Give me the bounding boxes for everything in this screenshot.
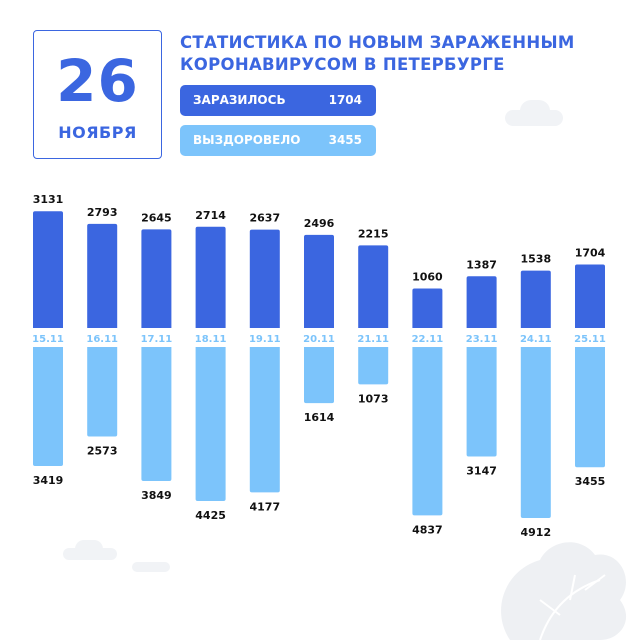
bar-infected xyxy=(575,264,605,328)
data-label-recovered: 3849 xyxy=(141,489,172,502)
legend-infected: ЗАРАЗИЛОСЬ 1704 xyxy=(180,85,376,116)
date-label: 24.11 xyxy=(520,334,552,345)
date-label: 20.11 xyxy=(303,334,335,345)
bar-recovered xyxy=(358,347,389,385)
bar-recovered xyxy=(87,347,118,437)
data-label-recovered: 3147 xyxy=(466,465,497,478)
bar-infected xyxy=(466,276,497,328)
data-label-infected: 1704 xyxy=(575,246,606,259)
bar-recovered xyxy=(195,347,226,501)
data-label-infected: 2637 xyxy=(249,212,280,225)
legend-infected-value: 1704 xyxy=(328,93,362,107)
data-label-infected: 1060 xyxy=(412,270,443,283)
data-label-recovered: 4177 xyxy=(249,500,280,513)
bar-recovered xyxy=(33,347,63,466)
data-label-infected: 3131 xyxy=(33,193,64,206)
data-label-infected: 1538 xyxy=(520,253,551,266)
date-label: 17.11 xyxy=(141,334,173,345)
data-label-infected: 2215 xyxy=(358,227,389,240)
data-label-recovered: 3419 xyxy=(33,474,64,487)
bar-recovered xyxy=(520,347,551,518)
bar-recovered xyxy=(412,347,443,516)
date-label: 15.11 xyxy=(32,334,64,345)
date-label: 18.11 xyxy=(195,334,227,345)
date-label: 16.11 xyxy=(86,334,118,345)
data-label-recovered: 2573 xyxy=(87,445,118,458)
legend-recovered: ВЫЗДОРОВЕЛО 3455 xyxy=(180,125,376,156)
data-label-infected: 2714 xyxy=(195,209,226,222)
bar-infected xyxy=(520,270,551,328)
bar-infected xyxy=(304,234,334,328)
bar-infected xyxy=(141,229,172,328)
bar-recovered xyxy=(466,347,497,457)
bar-infected xyxy=(33,211,63,328)
data-label-recovered: 4912 xyxy=(520,526,551,539)
bar-chart: 3131 15.11 3419 2793 16.11 2573 2645 17.11 3849 2… xyxy=(32,193,606,539)
cloud-decoration xyxy=(132,562,170,572)
bar-recovered xyxy=(249,347,280,493)
date-label: 22.11 xyxy=(412,334,444,345)
bar-recovered xyxy=(141,347,172,481)
bar-infected xyxy=(249,229,280,328)
legend-recovered-value: 3455 xyxy=(328,133,362,147)
data-label-recovered: 1073 xyxy=(358,392,389,405)
date-card: 26 НОЯБРЯ xyxy=(33,30,162,159)
bar-infected xyxy=(358,245,389,328)
data-label-recovered: 4837 xyxy=(412,523,443,536)
data-label-recovered: 1614 xyxy=(304,411,335,424)
bar-recovered xyxy=(304,347,334,404)
bar-recovered xyxy=(575,347,605,468)
bar-infected xyxy=(87,223,118,328)
data-label-recovered: 4425 xyxy=(195,509,226,522)
date-label: 21.11 xyxy=(357,334,389,345)
cloud-decoration xyxy=(520,100,550,122)
legend-infected-label: ЗАРАЗИЛОСЬ xyxy=(193,93,286,107)
date-label: 25.11 xyxy=(574,334,606,345)
date-label: 23.11 xyxy=(466,334,498,345)
legend-recovered-label: ВЫЗДОРОВЕЛО xyxy=(193,133,301,147)
leaf-decoration xyxy=(501,542,627,640)
data-label-infected: 2793 xyxy=(87,206,118,219)
cloud-decoration xyxy=(75,540,103,558)
date-label: 19.11 xyxy=(249,334,281,345)
date-month: НОЯБРЯ xyxy=(58,123,137,142)
bar-infected xyxy=(195,226,226,328)
data-label-infected: 2645 xyxy=(141,211,172,224)
data-label-infected: 1387 xyxy=(466,258,497,271)
bar-infected xyxy=(412,288,443,328)
data-label-recovered: 3455 xyxy=(575,475,606,488)
date-day: 26 xyxy=(56,47,139,115)
page-title: СТАТИСТИКА ПО НОВЫМ ЗАРАЖЕННЫМ КОРОНАВИР… xyxy=(180,33,575,74)
data-label-infected: 2496 xyxy=(304,217,335,230)
